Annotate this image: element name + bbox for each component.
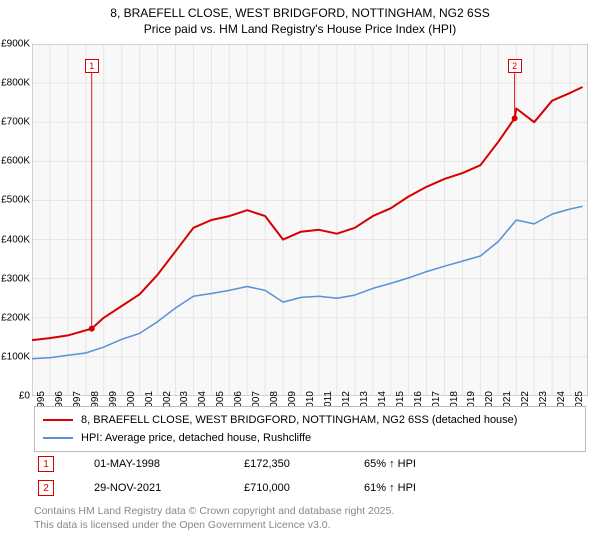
y-tick-label: £300K	[0, 273, 30, 284]
legend-label-2: HPI: Average price, detached house, Rush…	[81, 432, 311, 444]
marker-row-1: 1 01-MAY-1998 £172,350 65% ↑ HPI	[34, 452, 586, 476]
legend-item-2: HPI: Average price, detached house, Rush…	[43, 429, 577, 447]
legend-swatch-2	[43, 437, 73, 439]
chart-title: 8, BRAEFELL CLOSE, WEST BRIDGFORD, NOTTI…	[0, 0, 600, 37]
footer-line-2: This data is licensed under the Open Gov…	[34, 518, 394, 532]
marker-row-2: 2 29-NOV-2021 £710,000 61% ↑ HPI	[34, 476, 586, 500]
y-tick-label: £400K	[0, 234, 30, 245]
y-tick-label: £800K	[0, 78, 30, 89]
chart-container: 8, BRAEFELL CLOSE, WEST BRIDGFORD, NOTTI…	[0, 0, 600, 560]
legend-label-1: 8, BRAEFELL CLOSE, WEST BRIDGFORD, NOTTI…	[81, 414, 517, 426]
legend-swatch-1	[43, 419, 73, 421]
marker-delta-1: 65% ↑ HPI	[364, 458, 586, 470]
legend-item-1: 8, BRAEFELL CLOSE, WEST BRIDGFORD, NOTTI…	[43, 411, 577, 429]
y-tick-label: £200K	[0, 312, 30, 323]
plot-area: £0£100K£200K£300K£400K£500K£600K£700K£80…	[32, 44, 588, 396]
chart-marker-badge: 1	[85, 59, 99, 73]
y-tick-label: £900K	[0, 39, 30, 50]
marker-badge-1: 1	[38, 456, 54, 472]
y-tick-label: £600K	[0, 156, 30, 167]
y-tick-label: £700K	[0, 117, 30, 128]
plot-svg	[32, 44, 588, 396]
y-tick-label: £500K	[0, 195, 30, 206]
marker-table: 1 01-MAY-1998 £172,350 65% ↑ HPI 2 29-NO…	[34, 452, 586, 500]
marker-date-1: 01-MAY-1998	[94, 458, 244, 470]
title-line-1: 8, BRAEFELL CLOSE, WEST BRIDGFORD, NOTTI…	[0, 6, 600, 22]
marker-price-1: £172,350	[244, 458, 364, 470]
marker-date-2: 29-NOV-2021	[94, 482, 244, 494]
y-tick-label: £0	[0, 391, 30, 402]
chart-marker-badge: 2	[508, 59, 522, 73]
footer-line-1: Contains HM Land Registry data © Crown c…	[34, 504, 394, 518]
marker-badge-2: 2	[38, 480, 54, 496]
y-tick-label: £100K	[0, 351, 30, 362]
title-line-2: Price paid vs. HM Land Registry's House …	[0, 22, 600, 38]
legend: 8, BRAEFELL CLOSE, WEST BRIDGFORD, NOTTI…	[34, 406, 586, 452]
marker-delta-2: 61% ↑ HPI	[364, 482, 586, 494]
marker-price-2: £710,000	[244, 482, 364, 494]
footer: Contains HM Land Registry data © Crown c…	[34, 504, 394, 532]
